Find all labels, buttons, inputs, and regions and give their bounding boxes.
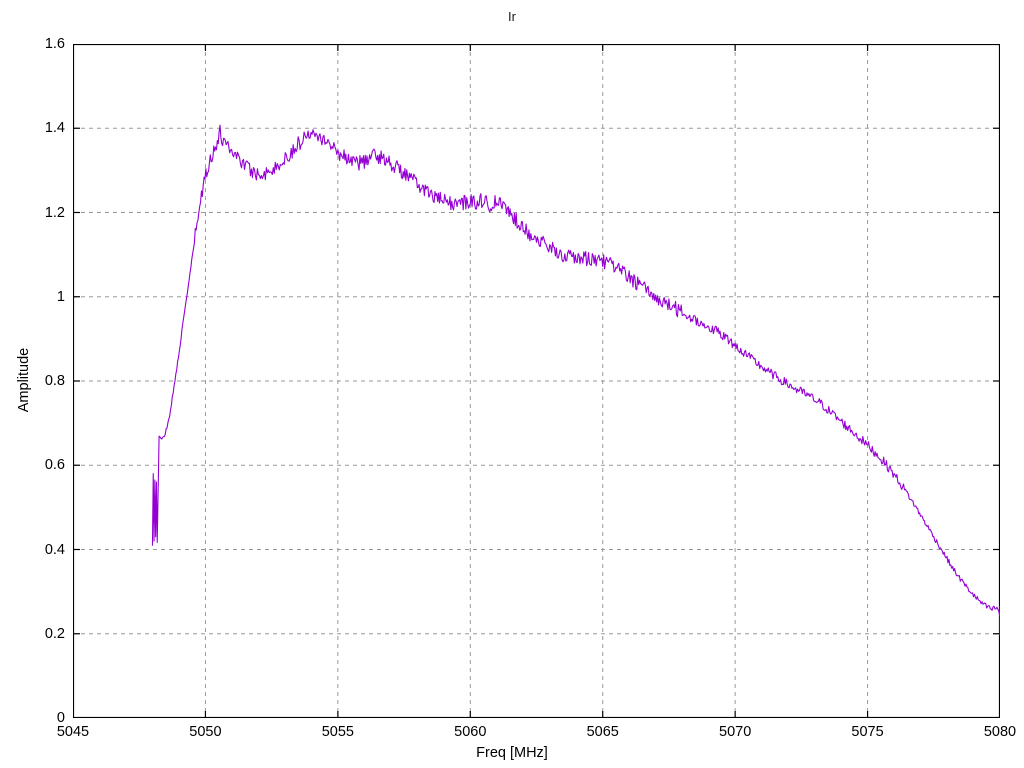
plot-border — [73, 44, 1000, 718]
x-tick-label: 5065 — [586, 724, 619, 740]
x-axis-title: Freq [MHz] — [476, 745, 548, 761]
x-tick-label: 5080 — [983, 724, 1017, 740]
y-tick-label: 1.4 — [44, 120, 65, 137]
plot-svg — [73, 44, 1000, 718]
y-tick-label: 0.8 — [44, 373, 65, 389]
y-tick-label: 0.2 — [44, 625, 65, 642]
data-series-line — [151, 124, 1000, 637]
x-tick-label: 5055 — [321, 724, 354, 740]
grid-lines — [73, 44, 1000, 718]
y-tick-label: 1.2 — [44, 204, 65, 221]
plot-area — [73, 44, 1000, 718]
y-tick-label: 1 — [56, 288, 65, 305]
x-tick-label: 5045 — [56, 724, 90, 740]
y-tick-label: 0 — [56, 710, 65, 726]
chart-title: Ir — [508, 9, 516, 24]
y-tick-label: 0.6 — [44, 457, 65, 474]
y-tick-label: 1.6 — [44, 36, 65, 52]
x-tick-label: 5075 — [851, 724, 884, 740]
y-tick-label: 0.4 — [44, 541, 65, 558]
y-axis-tick-labels: 0 0.2 0.4 0.6 0.8 1 1.2 1.4 1.6 — [0, 36, 65, 726]
x-axis-tick-labels: 5045 5050 5055 5060 5065 5070 5075 5080 — [57, 724, 1016, 744]
x-tick-label: 5050 — [189, 724, 222, 740]
axis-tick-marks — [73, 44, 1000, 718]
x-tick-label: 5060 — [454, 724, 487, 740]
x-tick-label: 5070 — [719, 724, 752, 740]
